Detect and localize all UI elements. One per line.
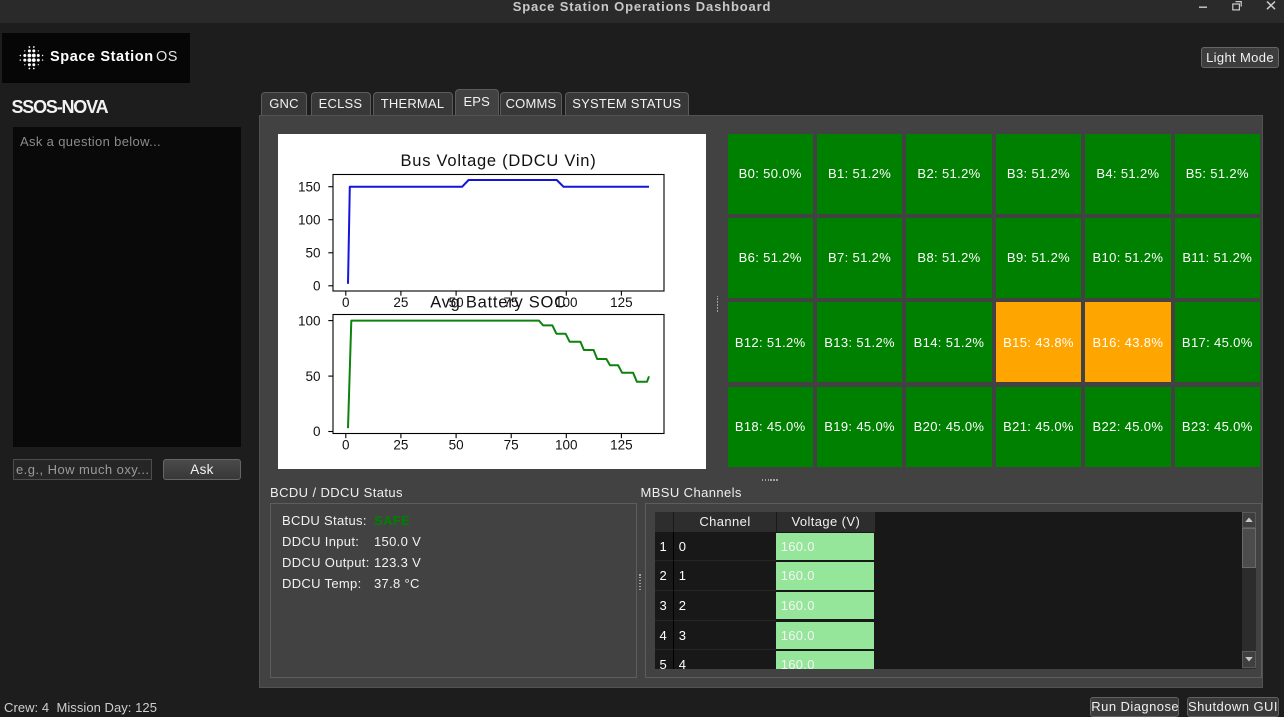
- svg-text:25: 25: [393, 295, 408, 310]
- svg-text:100: 100: [555, 295, 578, 310]
- svg-text:50: 50: [305, 369, 320, 384]
- svg-text:0: 0: [313, 279, 321, 294]
- svg-text:50: 50: [449, 295, 464, 310]
- svg-text:125: 125: [610, 295, 633, 310]
- svg-text:25: 25: [393, 438, 408, 453]
- svg-text:150: 150: [298, 179, 321, 194]
- svg-text:0: 0: [342, 295, 350, 310]
- svg-text:75: 75: [504, 438, 519, 453]
- svg-text:Bus Voltage (DDCU Vin): Bus Voltage (DDCU Vin): [401, 152, 597, 170]
- svg-text:100: 100: [555, 438, 578, 453]
- svg-text:Avg Battery SOC: Avg Battery SOC: [430, 294, 567, 312]
- svg-text:100: 100: [298, 212, 321, 227]
- svg-text:50: 50: [449, 438, 464, 453]
- svg-text:125: 125: [610, 438, 633, 453]
- svg-text:0: 0: [313, 424, 321, 439]
- svg-text:100: 100: [298, 313, 321, 328]
- svg-text:50: 50: [305, 246, 320, 261]
- svg-text:75: 75: [504, 295, 519, 310]
- svg-text:0: 0: [342, 438, 350, 453]
